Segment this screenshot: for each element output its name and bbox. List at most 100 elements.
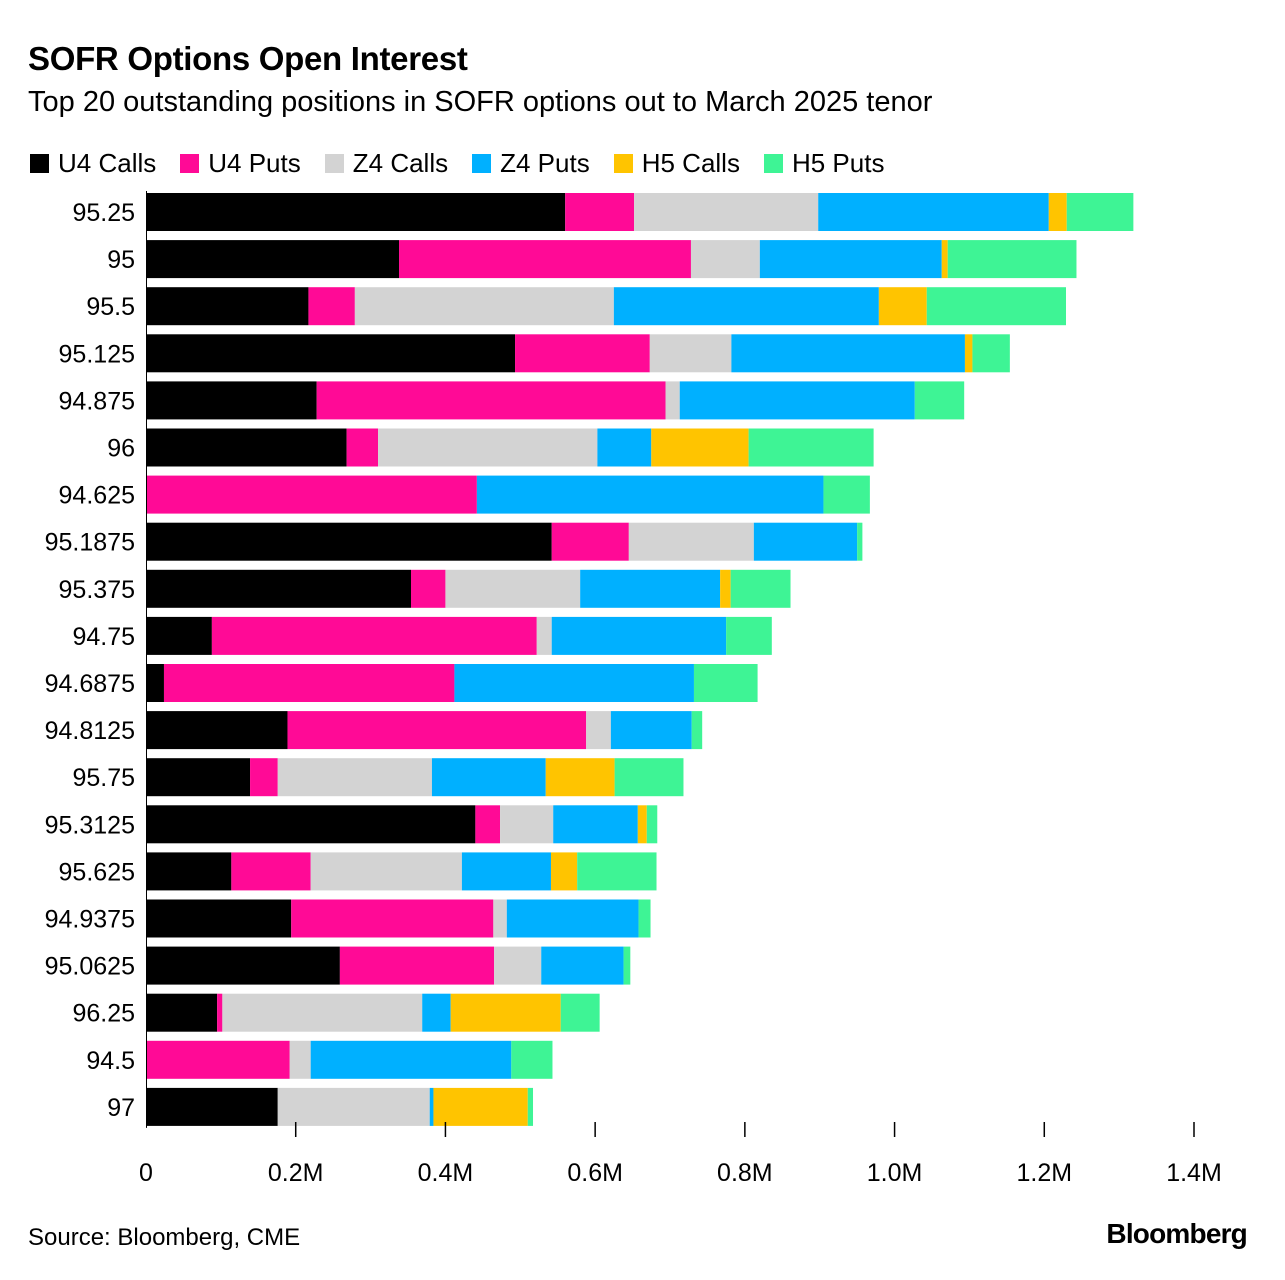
bar-segment: [146, 522, 552, 561]
category-label: 97: [107, 1094, 135, 1122]
bar-segment: [649, 334, 732, 373]
legend-label: Z4 Calls: [352, 147, 449, 178]
bar-segment: [914, 381, 965, 420]
bar-segment: [964, 334, 973, 373]
bar-segment: [146, 616, 212, 655]
bar-segment: [146, 852, 232, 891]
bar-segment: [726, 616, 772, 655]
bar-segment: [146, 711, 288, 750]
bar-segment: [461, 852, 551, 891]
category-label: 96.25: [72, 1000, 135, 1028]
source-note: Source: Bloomberg, CME: [28, 1224, 301, 1251]
category-label: 95: [107, 246, 135, 274]
legend-item: U4 Puts: [180, 148, 301, 179]
bar-segment: [429, 1087, 434, 1126]
bar-segment: [651, 428, 749, 467]
bar-segment: [146, 428, 347, 467]
bar-segment: [146, 381, 317, 420]
chart-title: SOFR Options Open Interest: [28, 40, 468, 77]
bar-segment: [551, 522, 629, 561]
bar-segment: [277, 1087, 430, 1126]
bar-segment: [646, 805, 658, 844]
bar-segment: [222, 993, 423, 1032]
bar-segment: [926, 287, 1066, 326]
bar-segment: [565, 193, 635, 231]
bar-segment: [146, 664, 164, 702]
bar-segment: [553, 805, 638, 844]
bar-segment: [289, 1040, 311, 1079]
bar-segment: [759, 240, 942, 279]
bar-segment: [580, 569, 721, 608]
x-tick-label: 0: [139, 1159, 153, 1187]
category-label: 95.625: [59, 858, 135, 886]
category-label: 95.1875: [45, 529, 135, 557]
x-tick-label: 1.4M: [1166, 1159, 1222, 1187]
category-label: 94.9375: [45, 906, 135, 934]
bar-segment: [493, 899, 507, 938]
legend-swatch: [180, 153, 200, 173]
x-tick-label: 1.2M: [1016, 1159, 1072, 1187]
bar-segment: [445, 569, 581, 608]
legend-item: Z4 Calls: [324, 147, 449, 179]
bar-segment: [560, 993, 600, 1032]
bar-segment: [720, 569, 731, 608]
bar-segment: [346, 428, 379, 467]
bar-segment: [693, 664, 758, 702]
bar-segment: [551, 616, 727, 655]
legend-swatch: [30, 153, 49, 173]
category-label: 94.75: [72, 623, 135, 651]
bar-segment: [310, 852, 462, 891]
category-label: 94.5: [86, 1047, 135, 1075]
bar-segment: [433, 1087, 528, 1126]
legend-item: Z4 Puts: [472, 148, 590, 179]
x-tick-label: 0.2M: [268, 1159, 324, 1187]
chart-subtitle: Top 20 outstanding positions in SOFR opt…: [28, 86, 933, 118]
bar-segment: [691, 711, 703, 750]
bar-segment: [146, 240, 400, 279]
bar-segment: [146, 758, 251, 797]
bar-segment: [947, 240, 1077, 279]
bar-segment: [250, 758, 278, 797]
legend-item: U4 Calls: [30, 148, 156, 179]
category-label: 95.25: [72, 199, 135, 227]
bar-segment: [731, 334, 965, 373]
bar-segment: [494, 946, 542, 985]
bar-segment: [277, 758, 432, 797]
bar-segment: [146, 475, 477, 514]
bar-segment: [613, 287, 879, 326]
bar-segment: [475, 805, 501, 844]
bar-segment: [878, 287, 927, 326]
category-label: 95.0625: [45, 953, 135, 981]
bar-segment: [146, 1040, 290, 1079]
bar-segment: [541, 946, 624, 985]
legend-swatch: [324, 153, 344, 173]
bar-segment: [291, 899, 494, 938]
bar-segment: [527, 1087, 534, 1126]
bar-segment: [287, 711, 587, 750]
bar-segment: [545, 758, 615, 797]
bar-segment: [536, 616, 552, 655]
bar-segment: [399, 240, 691, 279]
bloomberg-logo: Bloomberg: [1106, 1218, 1247, 1249]
bar-segment: [146, 993, 218, 1032]
bar-segment: [628, 522, 754, 561]
category-label: 94.8125: [45, 717, 135, 745]
legend-swatch: [613, 153, 633, 173]
bar-segment: [586, 711, 611, 750]
bar-segment: [310, 1040, 512, 1079]
bar-segment: [597, 428, 652, 467]
bar-segment: [308, 287, 355, 326]
bar-segment: [431, 758, 546, 797]
category-label: 95.125: [59, 340, 135, 368]
bar-segment: [316, 381, 666, 420]
bar-segment: [941, 240, 948, 279]
bar-segment: [610, 711, 692, 750]
bar-segment: [857, 522, 863, 561]
category-label: 95.3125: [45, 811, 135, 839]
legend-label: U4 Calls: [58, 147, 157, 178]
bar-segment: [823, 475, 870, 514]
bar-segment: [378, 428, 598, 467]
category-label: 94.6875: [45, 670, 135, 698]
legend-label: U4 Puts: [208, 147, 301, 178]
bar-segment: [163, 664, 455, 702]
